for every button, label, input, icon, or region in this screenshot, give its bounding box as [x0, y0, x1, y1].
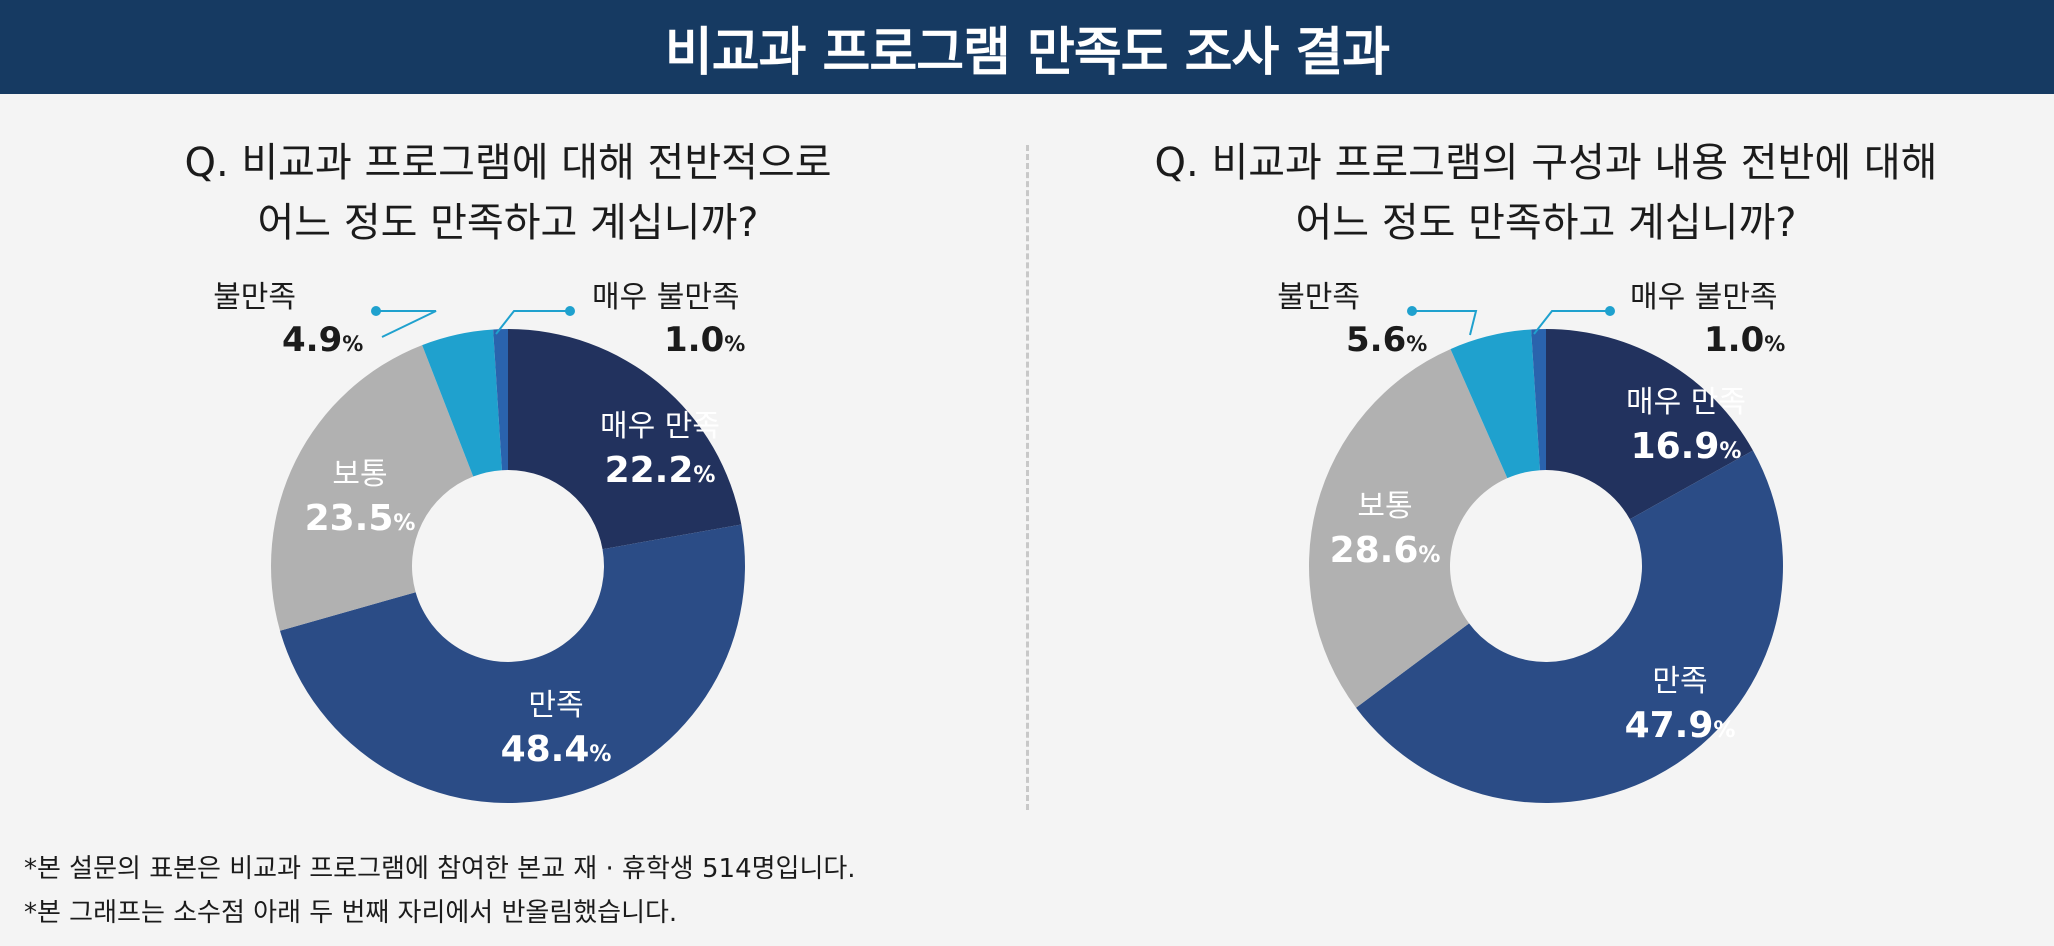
- chart-1-label-very-satisfied: 매우 만족: [600, 409, 720, 444]
- chart-1-value-neutral: 23.5%: [305, 498, 416, 539]
- chart-1-label-dissatisfied: 불만족: [213, 280, 296, 315]
- header-bar: 비교과 프로그램 만족도 조사 결과: [0, 0, 2054, 94]
- chart-divider: [1026, 145, 1029, 810]
- chart-2-leader-very-dissatisfied: [1533, 310, 1610, 335]
- chart-1-value-dissatisfied: 4.9%: [282, 320, 363, 360]
- chart-2-leader-dot-very-dissatisfied: [1605, 306, 1615, 316]
- chart-2-value-dissatisfied: 5.6%: [1346, 320, 1427, 360]
- chart-1-label-neutral: 보통: [332, 457, 387, 492]
- chart-2-slice-neutral: [1309, 349, 1508, 708]
- chart-2-leader-dissatisfied: [1412, 310, 1478, 336]
- chart-2-slice-very-dissatisfied: [1531, 329, 1546, 471]
- page-title: 비교과 프로그램 만족도 조사 결과: [664, 22, 1390, 83]
- chart-1-slice-very-dissatisfied: [493, 329, 508, 471]
- chart-2-value-satisfied: 47.9%: [1625, 705, 1736, 746]
- chart-2-value-neutral: 28.6%: [1330, 530, 1441, 571]
- footnote-rounding: *본 그래프는 소수점 아래 두 번째 자리에서 반올림했습니다.: [24, 898, 678, 928]
- chart-1-slice-neutral: [271, 345, 474, 631]
- chart-1-label-very-dissatisfied: 매우 불만족: [592, 280, 740, 315]
- chart-2-label-very-dissatisfied: 매우 불만족: [1630, 280, 1778, 315]
- chart-1-leader-dot-very-dissatisfied: [565, 306, 575, 316]
- footnote-sample: *본 설문의 표본은 비교과 프로그램에 참여한 본교 재 · 휴학생 514명…: [24, 854, 856, 884]
- chart-1-leader-dissatisfied: [376, 310, 437, 338]
- chart-2-slice-satisfied: [1356, 450, 1784, 804]
- chart-2-slice-dissatisfied: [1450, 329, 1540, 479]
- chart-2-slice-very-satisfied: [1546, 329, 1753, 520]
- chart-1-slice-satisfied: [279, 524, 745, 803]
- chart-1-value-very-dissatisfied: 1.0%: [664, 320, 745, 360]
- chart-1-value-satisfied: 48.4%: [501, 729, 612, 770]
- chart-2-question: Q. 비교과 프로그램의 구성과 내용 전반에 대해 어느 정도 만족하고 계십…: [1154, 140, 1938, 246]
- chart-2-label-very-satisfied: 매우 만족: [1626, 385, 1746, 420]
- chart-1-question: Q. 비교과 프로그램에 대해 전반적으로 어느 정도 만족하고 계십니까?: [184, 140, 832, 246]
- chart-2-label-dissatisfied: 불만족: [1277, 280, 1360, 315]
- chart-2-label-satisfied: 만족: [1652, 664, 1707, 699]
- chart-2-value-very-dissatisfied: 1.0%: [1704, 320, 1785, 360]
- chart-2-label-neutral: 보통: [1357, 489, 1412, 524]
- chart-1-slice-very-satisfied: [508, 329, 742, 550]
- chart-1-label-satisfied: 만족: [528, 688, 583, 723]
- chart-1-leader-very-dissatisfied: [495, 310, 570, 335]
- chart-2-value-very-satisfied: 16.9%: [1631, 426, 1742, 467]
- chart-1-value-very-satisfied: 22.2%: [605, 450, 716, 491]
- chart-1-leader-dot-dissatisfied: [371, 306, 381, 316]
- chart-1-slice-dissatisfied: [422, 329, 502, 477]
- chart-2-leader-dot-dissatisfied: [1407, 306, 1417, 316]
